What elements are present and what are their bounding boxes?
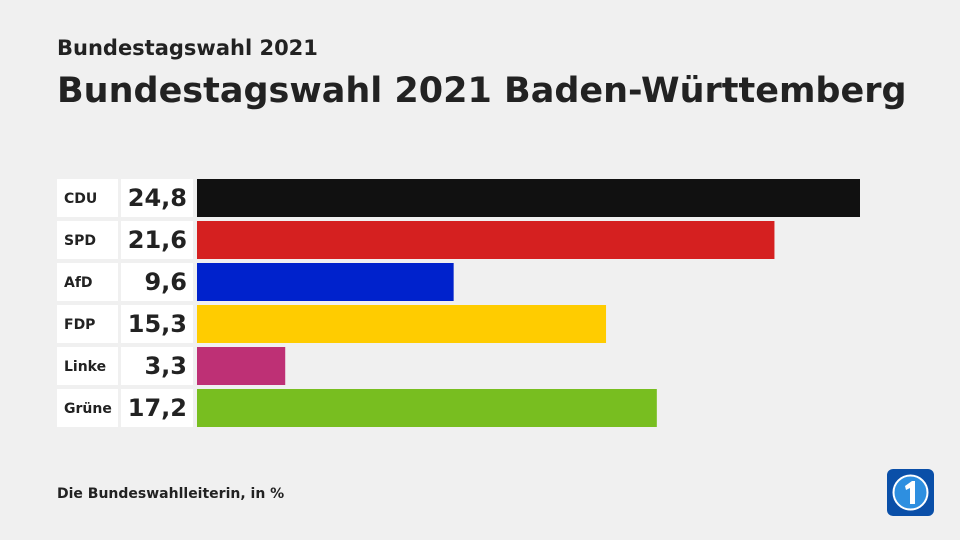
logo (887, 469, 934, 516)
category-label: CDU (64, 191, 97, 207)
source-note: Die Bundeswahlleiterin, in % (57, 486, 284, 502)
category-label: AfD (64, 275, 93, 291)
bar (197, 263, 454, 301)
category-label: SPD (64, 233, 96, 249)
value-box (121, 179, 193, 217)
logo-one (905, 481, 915, 504)
bar (197, 221, 775, 259)
value-box (121, 305, 193, 343)
category-label: Grüne (64, 401, 112, 417)
label-box (57, 389, 118, 427)
chart-title: Bundestagswahl 2021 Baden-Württemberg (57, 71, 907, 111)
bar (197, 179, 860, 217)
bar (197, 389, 657, 427)
label-box (57, 179, 118, 217)
category-label: Linke (64, 359, 106, 375)
category-label: FDP (64, 317, 95, 333)
value-label: 3,3 (144, 352, 187, 380)
value-label: 17,2 (128, 394, 187, 422)
value-box (121, 347, 193, 385)
value-label: 21,6 (128, 226, 187, 254)
value-box (121, 389, 193, 427)
label-box (57, 347, 118, 385)
value-label: 24,8 (128, 184, 187, 212)
label-box (57, 221, 118, 259)
value-box (121, 263, 193, 301)
label-box (57, 263, 118, 301)
value-label: 9,6 (144, 268, 187, 296)
value-label: 15,3 (128, 310, 187, 338)
chart-subtitle: Bundestagswahl 2021 (57, 36, 318, 60)
bar (197, 305, 607, 343)
value-box (121, 221, 193, 259)
label-box (57, 305, 118, 343)
bar (197, 347, 286, 385)
